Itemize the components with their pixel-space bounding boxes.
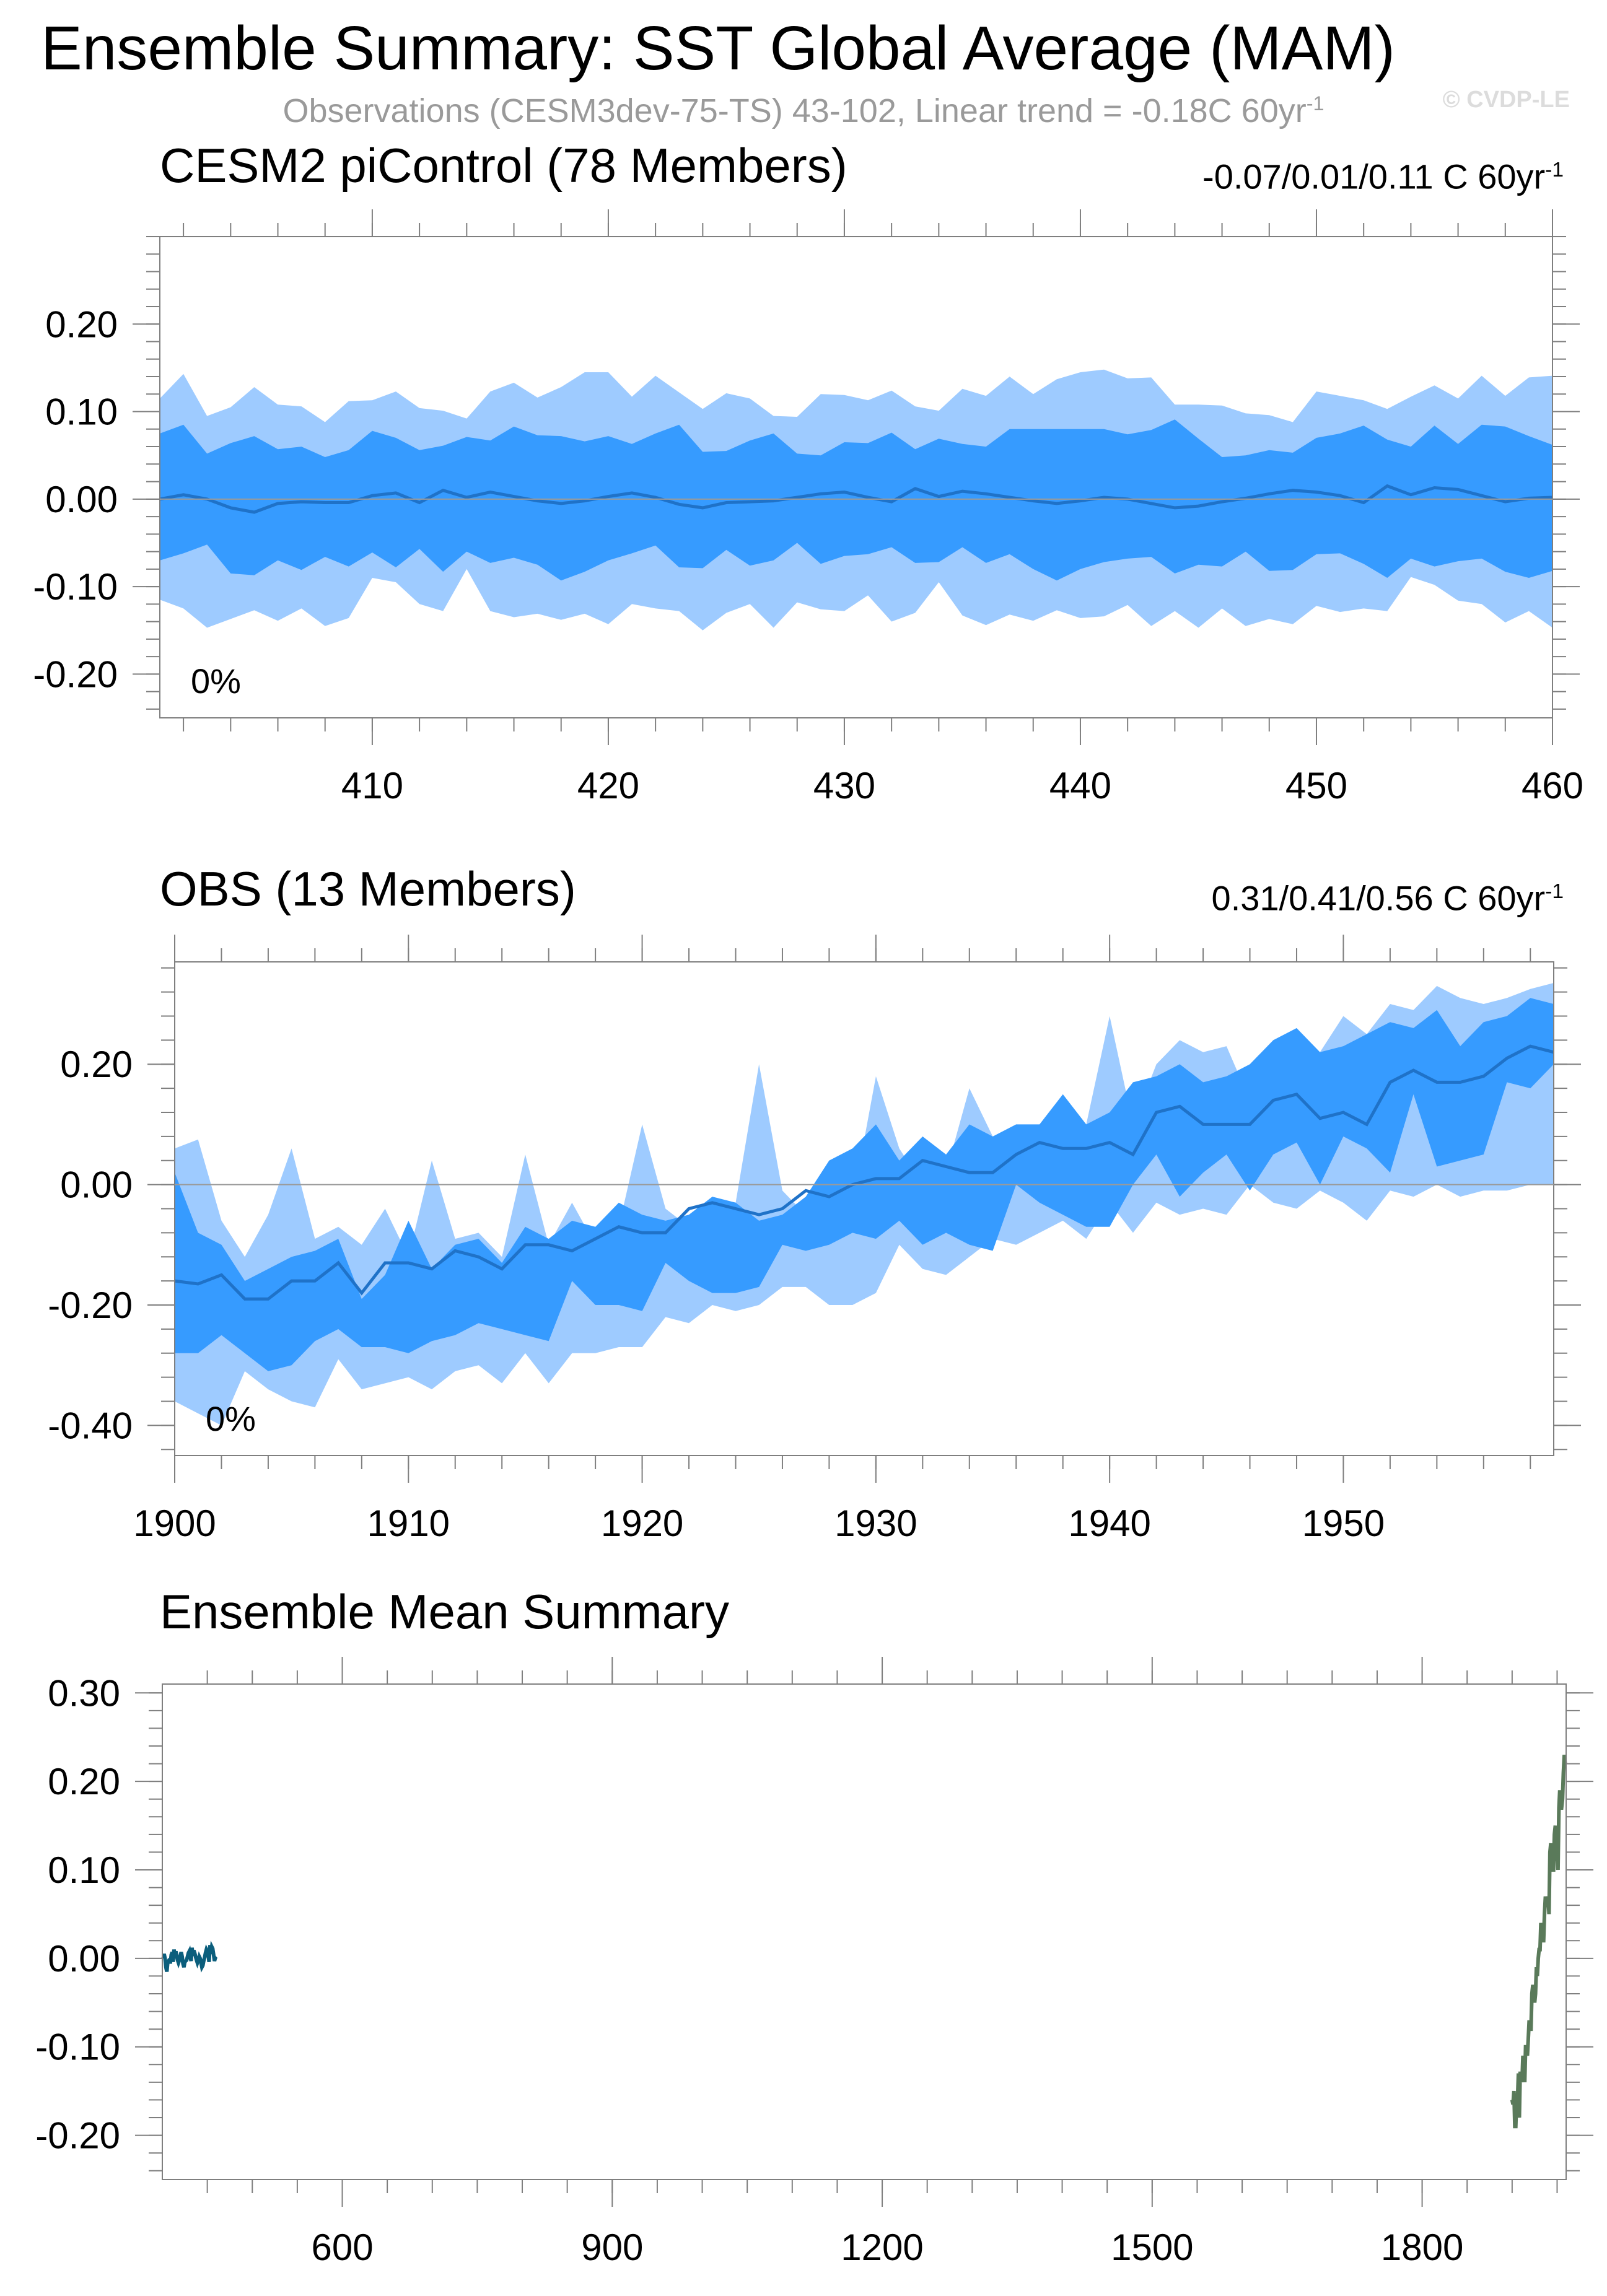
subtitle-superscript: -1 xyxy=(1306,92,1325,115)
cesm-x-tick-label: 410 xyxy=(341,765,403,806)
obs-y-tick-label: -0.20 xyxy=(48,1285,133,1326)
ensemble-y-tick-label: 0.00 xyxy=(48,1938,120,1980)
ensemble-x-tick-label: 1500 xyxy=(1111,2227,1193,2268)
obs-trend-text: 0.31/0.41/0.56 C 60yr xyxy=(1211,878,1546,918)
obs-x-tick-label: 1910 xyxy=(367,1503,450,1544)
obs-trend-superscript: -1 xyxy=(1545,880,1564,903)
obs-chart: 1900 1910 1920 1930 1940 1950 -0.40 -0.20 0.00 0.… xyxy=(48,935,1581,1544)
cesm-y-tick-label: -0.20 xyxy=(33,653,118,695)
obs-x-tick-label: 1940 xyxy=(1068,1503,1150,1544)
cesm-x-tick-label: 450 xyxy=(1285,765,1347,806)
ensemble-chart: 600 900 1200 1500 1800 -0.20 -0.10 0.00 0.10 0.20… xyxy=(35,1657,1593,2268)
obs-y-tick-label: 0.00 xyxy=(60,1164,133,1206)
obs-x-tick-label: 1930 xyxy=(834,1503,917,1544)
ensemble-line-cesm2 xyxy=(161,1940,218,1973)
obs-panel-title: OBS (13 Members) xyxy=(160,862,576,916)
cesm-x-tick-label: 420 xyxy=(577,765,639,806)
ensemble-y-tick-label: -0.20 xyxy=(35,2115,120,2157)
ensemble-panel-title: Ensemble Mean Summary xyxy=(160,1584,730,1639)
cesm-x-tick-label: 440 xyxy=(1049,765,1111,806)
cesm-trend-text: -0.07/0.01/0.11 C 60yr xyxy=(1202,157,1546,196)
ensemble-x-tick-label: 600 xyxy=(311,2227,373,2268)
cesm-y-tick-label: 0.10 xyxy=(45,391,118,433)
subtitle-text: Observations (CESM3dev-75-TS) 43-102, Li… xyxy=(282,92,1307,129)
ensemble-y-tick-label: 0.20 xyxy=(48,1761,120,1802)
obs-y-tick-label: 0.20 xyxy=(60,1044,133,1085)
ensemble-line-obs xyxy=(1510,1755,1567,2129)
obs-mean-line xyxy=(174,1044,1554,1301)
obs-x-tick-label: 1900 xyxy=(133,1503,216,1544)
obs-y-tick-label: -0.40 xyxy=(48,1405,133,1446)
obs-trend-label: 0.31/0.41/0.56 C 60yr-1 xyxy=(1212,870,1564,920)
ensemble-y-tick-label: 0.30 xyxy=(48,1672,120,1714)
main-title: Ensemble Summary: SST Global Average (MA… xyxy=(41,14,1395,83)
obs-x-tick-label: 1950 xyxy=(1302,1503,1385,1544)
cesm-percent-annotation: 0% xyxy=(191,661,241,701)
ensemble-x-tick-label: 900 xyxy=(581,2227,643,2268)
cesm-plot-frame xyxy=(159,236,1553,718)
ensemble-y-tick-label: -0.10 xyxy=(35,2027,120,2068)
cesm-mean-line xyxy=(159,484,1553,514)
ensemble-plot-frame xyxy=(162,1683,1567,2180)
ensemble-y-tick-label: 0.10 xyxy=(48,1849,120,1891)
cesm-trend-label: -0.07/0.01/0.11 C 60yr-1 xyxy=(1202,149,1564,199)
obs-percent-annotation: 0% xyxy=(206,1399,256,1438)
subtitle: Observations (CESM3dev-75-TS) 43-102, Li… xyxy=(0,92,1607,130)
cesm-trend-superscript: -1 xyxy=(1545,159,1564,181)
cesm-y-tick-label: 0.00 xyxy=(45,479,118,520)
cesm-panel-title: CESM2 piControl (78 Members) xyxy=(160,138,847,193)
cesm-x-tick-label: 430 xyxy=(813,765,875,806)
obs-x-tick-label: 1920 xyxy=(601,1503,683,1544)
cesm-y-tick-label: 0.20 xyxy=(45,303,118,345)
watermark: © CVDP-LE xyxy=(1442,87,1570,113)
ensemble-x-tick-label: 1200 xyxy=(841,2227,923,2268)
ensemble-x-tick-label: 1800 xyxy=(1381,2227,1463,2268)
cesm-y-tick-label: -0.10 xyxy=(33,566,118,608)
cesm-chart: 410 420 430 440 450 460 -0.20 -0.10 0.00 0.10 0.20… xyxy=(33,209,1583,806)
cesm-inner-band xyxy=(160,419,1552,581)
cesm-x-tick-label: 460 xyxy=(1522,765,1583,806)
